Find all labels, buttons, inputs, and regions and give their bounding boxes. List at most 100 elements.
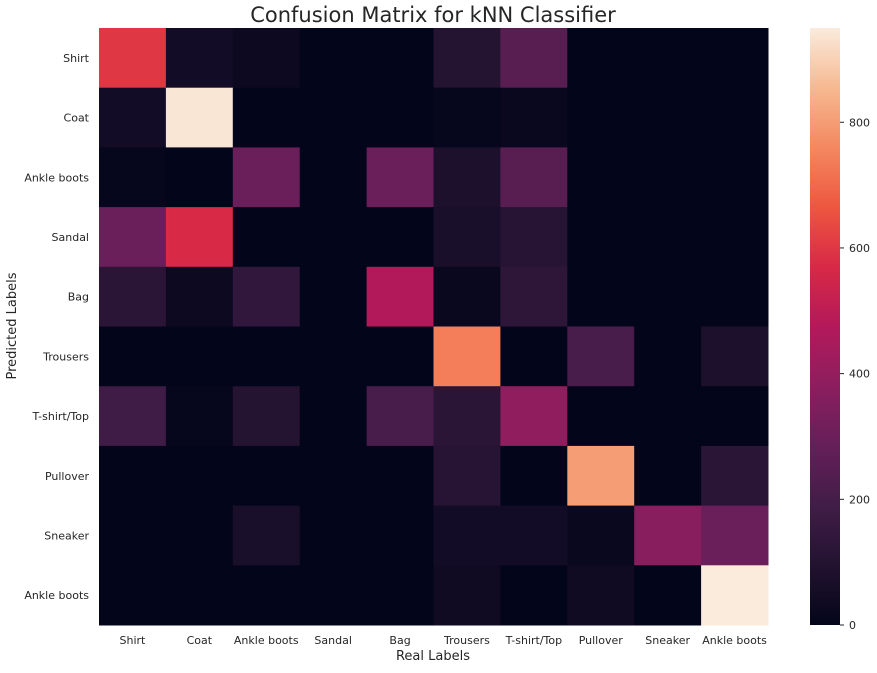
heatmap-cell: [99, 505, 167, 566]
heatmap-cell: [366, 266, 434, 327]
heatmap-cell: [232, 326, 301, 387]
heatmap-cell: [232, 266, 301, 327]
heatmap-cell: [99, 207, 167, 268]
heatmap-cell: [299, 505, 368, 566]
heatmap-cell: [634, 445, 702, 507]
y-tick-label: Bag: [68, 291, 89, 304]
heatmap-cell: [433, 87, 501, 148]
heatmap-cell: [567, 147, 635, 208]
x-tick-label: Pullover: [579, 634, 624, 647]
heatmap-cell: [433, 207, 501, 268]
heatmap-cell: [701, 266, 769, 327]
heatmap-cell: [433, 505, 501, 566]
heatmap-cell: [232, 565, 301, 626]
heatmap-cell: [99, 445, 167, 507]
heatmap-cell: [701, 565, 769, 626]
heatmap-cell: [165, 565, 234, 626]
heatmap-cell: [366, 565, 434, 626]
y-tick-label: Ankle boots: [24, 589, 89, 602]
heatmap-cell: [232, 28, 301, 89]
heatmap-cell: [567, 445, 635, 507]
heatmap-cell: [500, 505, 568, 566]
heatmap-cell: [567, 326, 635, 387]
heatmap-cell: [567, 207, 635, 268]
heatmap-cell: [99, 147, 167, 208]
colorbar-ticks: 0 200 400 600 800: [840, 116, 870, 632]
heatmap-cell: [299, 87, 368, 148]
x-tick-label: Shirt: [120, 634, 147, 647]
heatmap-cell: [634, 87, 702, 148]
heatmap-cell: [500, 326, 568, 387]
y-tick-label: Coat: [64, 112, 90, 125]
heatmap-cell: [634, 28, 702, 89]
heatmap-cell: [701, 207, 769, 268]
heatmap-cell: [366, 445, 434, 507]
chart-title: Confusion Matrix for kNN Classifier: [250, 3, 616, 27]
y-axis-label: Predicted Labels: [5, 272, 20, 379]
heatmap-cell: [567, 28, 635, 89]
heatmap-cell: [299, 28, 368, 89]
heatmap-cell: [433, 28, 501, 89]
heatmap-cell: [433, 386, 501, 447]
heatmap-cell: [366, 28, 434, 89]
heatmap-cell: [299, 266, 368, 327]
heatmap-cell: [99, 87, 167, 148]
y-tick-label: Sneaker: [44, 529, 89, 542]
heatmap-cell: [701, 28, 769, 89]
heatmap-cell: [232, 147, 301, 208]
x-tick-label: Ankle boots: [234, 634, 299, 647]
heatmap-cell: [165, 147, 234, 208]
colorbar-tick-label: 0: [849, 619, 856, 632]
x-tick-labels: Shirt Coat Ankle boots Sandal Bag Trousers T-s…: [120, 634, 768, 647]
heatmap-cell: [99, 326, 167, 387]
heatmap-cell: [232, 505, 301, 566]
heatmap-cell: [500, 87, 568, 148]
x-tick-label: Bag: [389, 634, 410, 647]
heatmap-cell: [701, 505, 769, 566]
colorbar: [810, 28, 840, 625]
heatmap-cell: [634, 147, 702, 208]
heatmap-cell: [366, 326, 434, 387]
heatmap-cell: [366, 207, 434, 268]
heatmap-cell: [634, 207, 702, 268]
heatmap-cell: [165, 28, 234, 89]
heatmap-cell: [634, 505, 702, 566]
heatmap-cell: [165, 207, 234, 268]
heatmap-cell: [366, 386, 434, 447]
heatmap-cell: [99, 386, 167, 447]
heatmap-cell: [165, 505, 234, 566]
heatmap-cell: [165, 386, 234, 447]
y-tick-label: Shirt: [63, 52, 90, 65]
heatmap-cells: [99, 28, 769, 626]
heatmap-cell: [299, 326, 368, 387]
heatmap-cell: [634, 386, 702, 447]
colorbar-tick-label: 400: [849, 368, 870, 381]
y-tick-label: T-shirt/Top: [31, 410, 89, 423]
x-tick-label: Sneaker: [645, 634, 690, 647]
colorbar-tick-label: 600: [849, 242, 870, 255]
heatmap-cell: [634, 565, 702, 626]
heatmap-cell: [299, 147, 368, 208]
heatmap-cell: [500, 28, 568, 89]
heatmap-cell: [232, 445, 301, 507]
heatmap-cell: [634, 266, 702, 327]
heatmap-cell: [701, 386, 769, 447]
y-tick-label: Trousers: [42, 350, 89, 363]
heatmap-cell: [701, 326, 769, 387]
colorbar-tick-label: 200: [849, 493, 870, 506]
heatmap-cell: [165, 445, 234, 507]
x-axis-label: Real Labels: [396, 649, 470, 664]
heatmap-cell: [701, 87, 769, 148]
x-tick-label: T-shirt/Top: [505, 634, 563, 647]
heatmap-cell: [232, 87, 301, 148]
heatmap-cell: [567, 266, 635, 327]
heatmap-cell: [299, 207, 368, 268]
heatmap-cell: [701, 147, 769, 208]
heatmap-cell: [500, 207, 568, 268]
x-tick-label: Sandal: [314, 634, 351, 647]
heatmap-cell: [232, 207, 301, 268]
heatmap-cell: [433, 326, 501, 387]
heatmap-cell: [366, 505, 434, 566]
